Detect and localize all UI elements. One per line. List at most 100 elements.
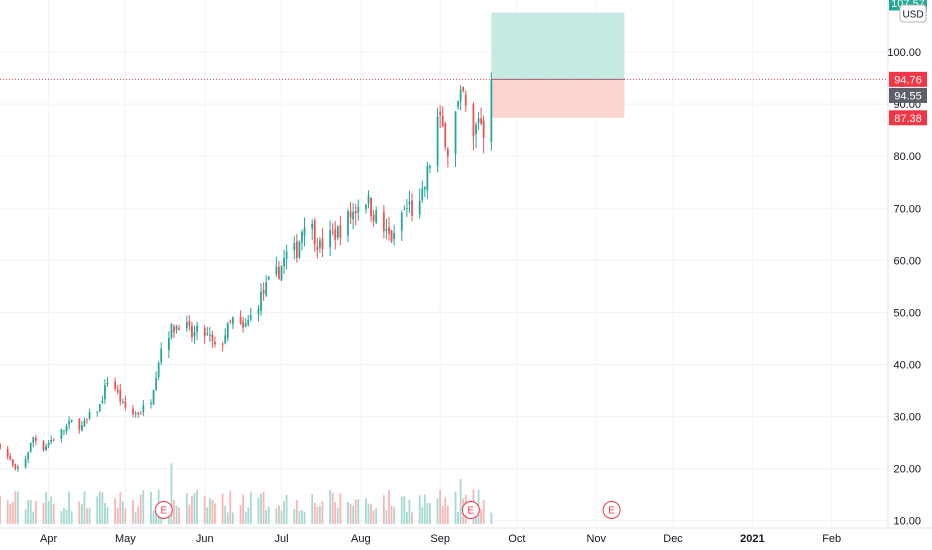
volume-bar bbox=[257, 497, 260, 524]
volume-bar bbox=[208, 498, 211, 524]
volume-bar bbox=[278, 505, 280, 524]
currency-button[interactable]: USD bbox=[899, 4, 927, 23]
candle-body bbox=[124, 401, 127, 408]
candle-body bbox=[367, 195, 370, 204]
volume-bar bbox=[27, 499, 30, 524]
candle-body bbox=[318, 240, 321, 248]
candle-body bbox=[421, 188, 424, 201]
time-tick-label: Feb bbox=[822, 533, 841, 545]
candle-body bbox=[242, 321, 245, 328]
candle-body bbox=[185, 322, 188, 329]
volume-bar bbox=[285, 494, 288, 524]
earnings-marker-label: E bbox=[608, 506, 615, 517]
volume-bar bbox=[137, 506, 140, 524]
price-tag: 87.38 bbox=[889, 110, 927, 126]
candle-body bbox=[86, 418, 88, 420]
currency-label: USD bbox=[902, 10, 923, 21]
price-tag: 94.55 bbox=[889, 87, 927, 103]
candle-body bbox=[464, 94, 467, 106]
volume-bar bbox=[121, 501, 124, 524]
time-tick-label: Aug bbox=[351, 533, 371, 545]
volume-bar bbox=[311, 494, 314, 524]
price-tag-box bbox=[889, 71, 927, 87]
price-tick-label: 60.00 bbox=[893, 255, 921, 267]
candle-body bbox=[96, 411, 99, 413]
candle-body bbox=[357, 206, 360, 213]
volume-bar bbox=[150, 491, 152, 524]
candle-body bbox=[265, 282, 268, 296]
candle-body bbox=[285, 251, 288, 259]
volume-bar bbox=[249, 491, 252, 524]
volume-bar bbox=[459, 479, 462, 524]
volume-bar bbox=[78, 501, 81, 524]
candle-body bbox=[278, 266, 280, 279]
candle-body bbox=[339, 225, 342, 238]
candle-body bbox=[459, 89, 462, 102]
volume-bar bbox=[262, 491, 265, 524]
volume-bar bbox=[224, 505, 227, 524]
loss-zone[interactable] bbox=[491, 79, 625, 118]
volume-bar bbox=[457, 511, 459, 524]
profit-zone[interactable] bbox=[491, 12, 625, 80]
candle-body bbox=[298, 241, 301, 258]
volume-bar bbox=[6, 500, 9, 524]
volume-bar bbox=[357, 499, 360, 524]
volume-bar bbox=[490, 512, 493, 524]
volume-bar bbox=[480, 508, 483, 524]
time-tick-label: Apr bbox=[40, 533, 57, 545]
earnings-marker-circle[interactable] bbox=[154, 501, 173, 519]
candle-body bbox=[116, 389, 119, 392]
volume-bar bbox=[385, 510, 388, 524]
volume-bar bbox=[429, 502, 431, 524]
volume-bar bbox=[418, 495, 421, 524]
candle-body bbox=[490, 80, 493, 142]
candle-body bbox=[160, 348, 163, 363]
volume-bar bbox=[393, 507, 395, 524]
long-position-tool[interactable] bbox=[491, 12, 625, 118]
volume-bar bbox=[349, 503, 352, 524]
volume-bar bbox=[339, 492, 342, 524]
volume-bar bbox=[372, 510, 375, 524]
volume-bar bbox=[275, 508, 278, 524]
volume-bar bbox=[188, 504, 191, 524]
volume-bar bbox=[185, 492, 188, 524]
volume-bar bbox=[65, 509, 68, 524]
candle-body bbox=[178, 328, 181, 330]
candle-body bbox=[50, 439, 53, 443]
volume-bars bbox=[0, 463, 493, 524]
candle-body bbox=[80, 425, 83, 431]
candle-body bbox=[429, 165, 431, 168]
price-tick-label: 50.00 bbox=[893, 307, 921, 319]
time-axis[interactable]: Apr May Jun Jul Aug Sep Oct Nov Dec 2021 Feb bbox=[40, 533, 841, 545]
time-tick-label: 2021 bbox=[740, 533, 764, 545]
volume-bar bbox=[175, 505, 178, 524]
earnings-marker-circle[interactable] bbox=[602, 501, 621, 519]
candle-body bbox=[365, 204, 367, 210]
candle-body bbox=[262, 289, 265, 294]
price-tick-label: 20.00 bbox=[893, 464, 921, 476]
candle-body bbox=[426, 165, 429, 191]
price-axis[interactable]: 10.00 20.00 30.00 40.00 50.00 60.00 70.00 80.00… bbox=[887, 47, 921, 528]
volume-bar bbox=[423, 494, 426, 524]
candle-body bbox=[457, 101, 459, 107]
volume-bar bbox=[244, 511, 247, 524]
volume-bar bbox=[191, 495, 193, 524]
candle-body bbox=[303, 227, 306, 236]
candle-body bbox=[257, 308, 260, 315]
candle-body bbox=[403, 209, 406, 211]
candle-body bbox=[211, 334, 214, 341]
volume-bar bbox=[444, 497, 447, 524]
volume-bar bbox=[426, 503, 429, 524]
candle-body bbox=[152, 390, 155, 405]
candle-body bbox=[45, 446, 47, 451]
candle-body bbox=[63, 430, 65, 432]
candle-body bbox=[78, 419, 81, 430]
volume-bar bbox=[196, 490, 198, 524]
volume-bar bbox=[321, 501, 324, 524]
earnings-marker-circle[interactable] bbox=[461, 501, 480, 519]
volume-bar bbox=[331, 492, 334, 524]
candle-body bbox=[88, 412, 91, 419]
candle-body bbox=[390, 230, 393, 242]
